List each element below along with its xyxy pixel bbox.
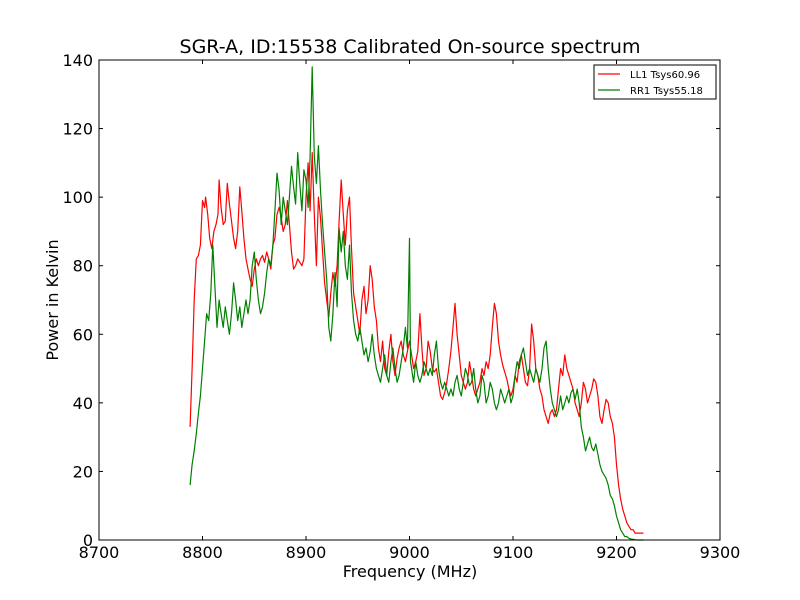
y-tick-label: 60 [73, 325, 93, 344]
legend-box [593, 64, 717, 100]
y-tick-label: 20 [73, 462, 93, 481]
y-tick-label: 140 [62, 51, 93, 70]
y-tick-label: 120 [62, 120, 93, 139]
y-tick-label: 0 [83, 531, 93, 550]
y-axis-label: Power in Kelvin [43, 239, 62, 360]
x-tick-label: 9000 [389, 543, 430, 562]
y-tick-label: 40 [73, 394, 93, 413]
x-tick-label: 9100 [493, 543, 534, 562]
x-axis-label: Frequency (MHz) [343, 562, 477, 581]
legend-label-rr1: RR1 Tsys55.18 [630, 86, 703, 97]
x-tick-label: 8800 [182, 543, 223, 562]
y-tick-label: 100 [62, 188, 93, 207]
x-tick-label: 9300 [700, 543, 741, 562]
x-tick-label: 9200 [596, 543, 637, 562]
series-line-0 [189, 152, 644, 534]
chart-title: SGR-A, ID:15538 Calibrated On-source spe… [180, 36, 641, 58]
legend-label-ll1: LL1 Tsys60.96 [630, 70, 700, 81]
y-tick-label: 80 [73, 257, 93, 276]
legend: LL1 Tsys60.96 RR1 Tsys55.18 [593, 64, 717, 100]
series-line-1 [189, 66, 644, 541]
x-tick-label: 8900 [286, 543, 327, 562]
x-tick-label: 8700 [79, 543, 120, 562]
